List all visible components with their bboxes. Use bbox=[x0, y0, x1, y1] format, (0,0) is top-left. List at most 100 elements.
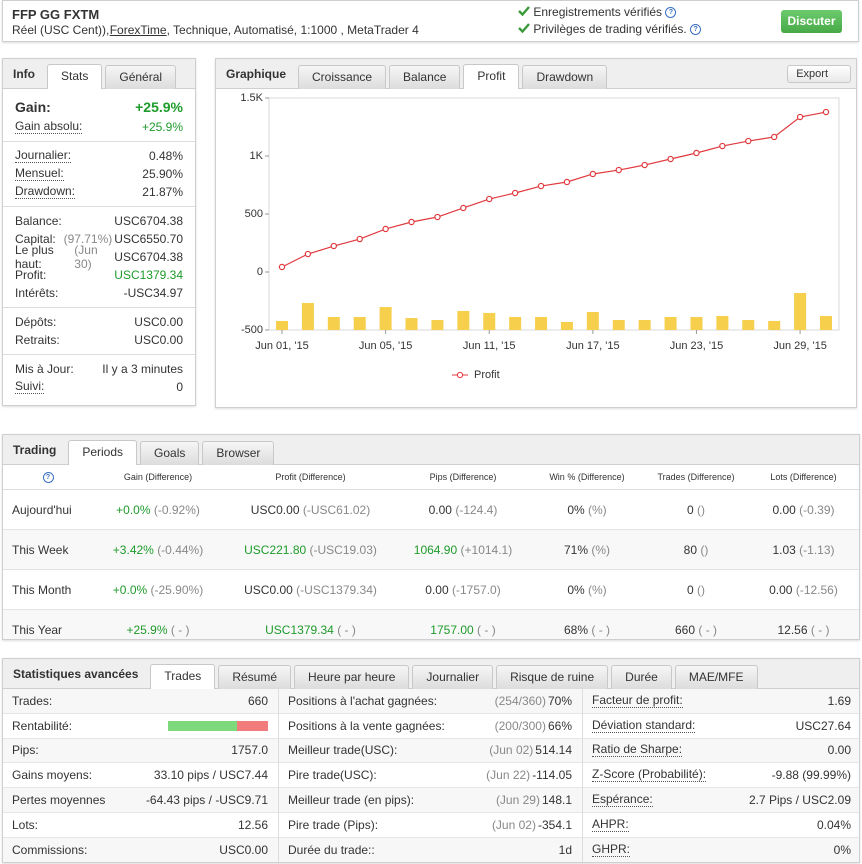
tab[interactable]: Général bbox=[105, 65, 177, 89]
account-info: , Technique, Automatisé, 1:1000 , MetaTr… bbox=[166, 23, 419, 37]
tab[interactable]: Browser bbox=[202, 441, 275, 465]
stats-label: Meilleur trade (en pips): bbox=[288, 793, 415, 808]
verified-text: Enregistrements vérifiés bbox=[533, 5, 663, 19]
export-button[interactable]: Export bbox=[787, 64, 851, 83]
stats-value: -64.43 pips / -USC9.71 bbox=[145, 793, 268, 808]
line-point bbox=[822, 108, 830, 116]
line-point bbox=[770, 133, 778, 141]
info-value: USC6704.38 bbox=[114, 250, 183, 264]
info-row: Balance: USC6704.38 bbox=[3, 212, 195, 230]
tab[interactable]: Risque de ruine bbox=[496, 665, 609, 689]
cell-diff: ( - ) bbox=[477, 622, 496, 637]
tab[interactable]: MAE/MFE bbox=[674, 665, 758, 689]
info-value: 21.87% bbox=[142, 185, 183, 199]
cell-value: 0% bbox=[567, 582, 585, 597]
tab[interactable]: Drawdown bbox=[522, 65, 608, 89]
x-tick-label: Jun 11, '15 bbox=[463, 340, 516, 352]
cell-value: 71% bbox=[563, 542, 588, 557]
stats-row: Pertes moyennes -64.43 pips / -USC9.71 bbox=[3, 788, 278, 813]
cell-diff: (-124.4) bbox=[455, 502, 498, 517]
trading-cell: +3.42% (-0.44%) bbox=[93, 529, 223, 570]
info-value: 25.90% bbox=[142, 167, 183, 181]
discuss-button[interactable]: Discuter bbox=[781, 10, 842, 33]
cell-diff: (-0.92%) bbox=[153, 502, 200, 517]
tab[interactable]: Résumé bbox=[218, 665, 291, 689]
stats-label: Trades: bbox=[12, 693, 53, 708]
tab[interactable]: Trades bbox=[150, 664, 216, 689]
cell-diff: (%) bbox=[588, 502, 607, 517]
account-details: Réel (USC Cent)), ForexTime, Technique, … bbox=[12, 23, 419, 37]
line-point bbox=[278, 263, 286, 271]
info-group: Dépôts: USC0.00 Retraits: USC0.00 bbox=[3, 308, 195, 355]
line-point bbox=[796, 113, 804, 121]
bar bbox=[431, 320, 444, 330]
cell-value: 12.56 bbox=[777, 622, 808, 637]
line-point bbox=[304, 250, 312, 258]
chart-panel: Graphique Croissance Balance Profit Drawdown… bbox=[215, 58, 857, 408]
profitability-bar bbox=[168, 720, 268, 731]
tab[interactable]: Periods bbox=[68, 440, 138, 465]
stats-row: Gains moyens: 33.10 pips / USC7.44 bbox=[3, 763, 278, 789]
cell-diff: (%) bbox=[588, 582, 607, 597]
header-row: ? Gain (Difference) Profit (Difference) Pip… bbox=[3, 465, 859, 490]
bar bbox=[768, 320, 781, 330]
tab[interactable]: Heure par heure bbox=[294, 665, 410, 689]
cell-value: +3.42% bbox=[112, 542, 154, 557]
line-point bbox=[382, 225, 389, 233]
header-cell: Pips (Difference) bbox=[398, 465, 528, 490]
info-label: Mensuel: bbox=[15, 166, 64, 181]
info-row: Mis à Jour: Il y a 3 minutes bbox=[3, 360, 195, 378]
stats-value: -114.05 bbox=[532, 768, 572, 783]
stats-value: 1757.0 bbox=[231, 743, 268, 758]
cell-diff: () bbox=[697, 582, 706, 597]
stats-row: Espérance: 2.7 Pips / USC2.09 bbox=[583, 788, 859, 813]
tab[interactable]: Goals bbox=[140, 441, 200, 465]
header-cell: Gain (Difference) bbox=[93, 465, 223, 490]
stats-row: Ratio de Sharpe: 0.00 bbox=[583, 738, 859, 764]
info-value: USC0.00 bbox=[134, 315, 183, 329]
help-icon[interactable]: ? bbox=[690, 24, 702, 36]
info-row: Retraits: USC0.00 bbox=[3, 331, 195, 349]
bar bbox=[612, 320, 625, 330]
trading-cell: 80 () bbox=[646, 529, 746, 570]
info-group: Journalier: 0.48% Mensuel: 25.90% Drawdown: 2… bbox=[3, 142, 195, 207]
plot-frame bbox=[268, 97, 840, 331]
info-value: USC1379.34 bbox=[114, 268, 183, 282]
trading-row: This Week +3.42% (-0.44%) USC221.80 (-USC1… bbox=[3, 529, 859, 570]
stats-value: 0.04% bbox=[816, 817, 851, 832]
info-note: (Jun 30) bbox=[74, 243, 98, 271]
tab[interactable]: Balance bbox=[389, 65, 461, 89]
stats-row: AHPR: 0.04% bbox=[583, 813, 859, 838]
broker-link[interactable]: ForexTime bbox=[109, 23, 167, 37]
stats-row: Meilleur trade(USC): (Jun 02) 514.14 bbox=[279, 738, 582, 764]
cell-diff: (-0.39) bbox=[799, 502, 835, 517]
tab[interactable]: Stats bbox=[47, 64, 103, 89]
info-row: Gain absolu: +25.9% bbox=[3, 118, 195, 136]
cell-diff: ( - ) bbox=[591, 622, 611, 637]
help-icon[interactable]: ? bbox=[42, 471, 54, 483]
help-icon[interactable]: ? bbox=[665, 7, 677, 19]
cell-value: +0.0% bbox=[112, 582, 148, 597]
line-point bbox=[537, 182, 545, 190]
trading-cell: 0 () bbox=[646, 569, 746, 610]
cell-value: 68% bbox=[563, 622, 589, 637]
tab[interactable]: Croissance bbox=[298, 65, 387, 89]
cell-value: 1064.90 bbox=[413, 542, 458, 557]
period: This Month bbox=[3, 569, 93, 610]
tab[interactable]: Journalier bbox=[412, 665, 494, 689]
trading-row: This Year +25.9% ( - ) USC1379.34 ( - ) 175… bbox=[3, 609, 859, 639]
info-label: Mis à Jour: bbox=[15, 362, 74, 376]
info-label: Drawdown: bbox=[15, 184, 76, 199]
bar bbox=[405, 318, 418, 330]
cell-value: 1.03 bbox=[772, 542, 796, 557]
stats-value: -354.1 bbox=[537, 817, 572, 832]
stats-label: Gains moyens: bbox=[12, 768, 93, 783]
verified-line: Enregistrements vérifiés ? bbox=[518, 5, 677, 19]
tab[interactable]: Durée bbox=[611, 665, 672, 689]
stats-row: Durée du trade:: 1d bbox=[279, 837, 582, 862]
tab[interactable]: Profit bbox=[463, 64, 520, 89]
header-cell: Win % (Difference) bbox=[528, 465, 646, 490]
bar bbox=[327, 317, 340, 330]
trading-cell: 0 () bbox=[646, 489, 746, 530]
